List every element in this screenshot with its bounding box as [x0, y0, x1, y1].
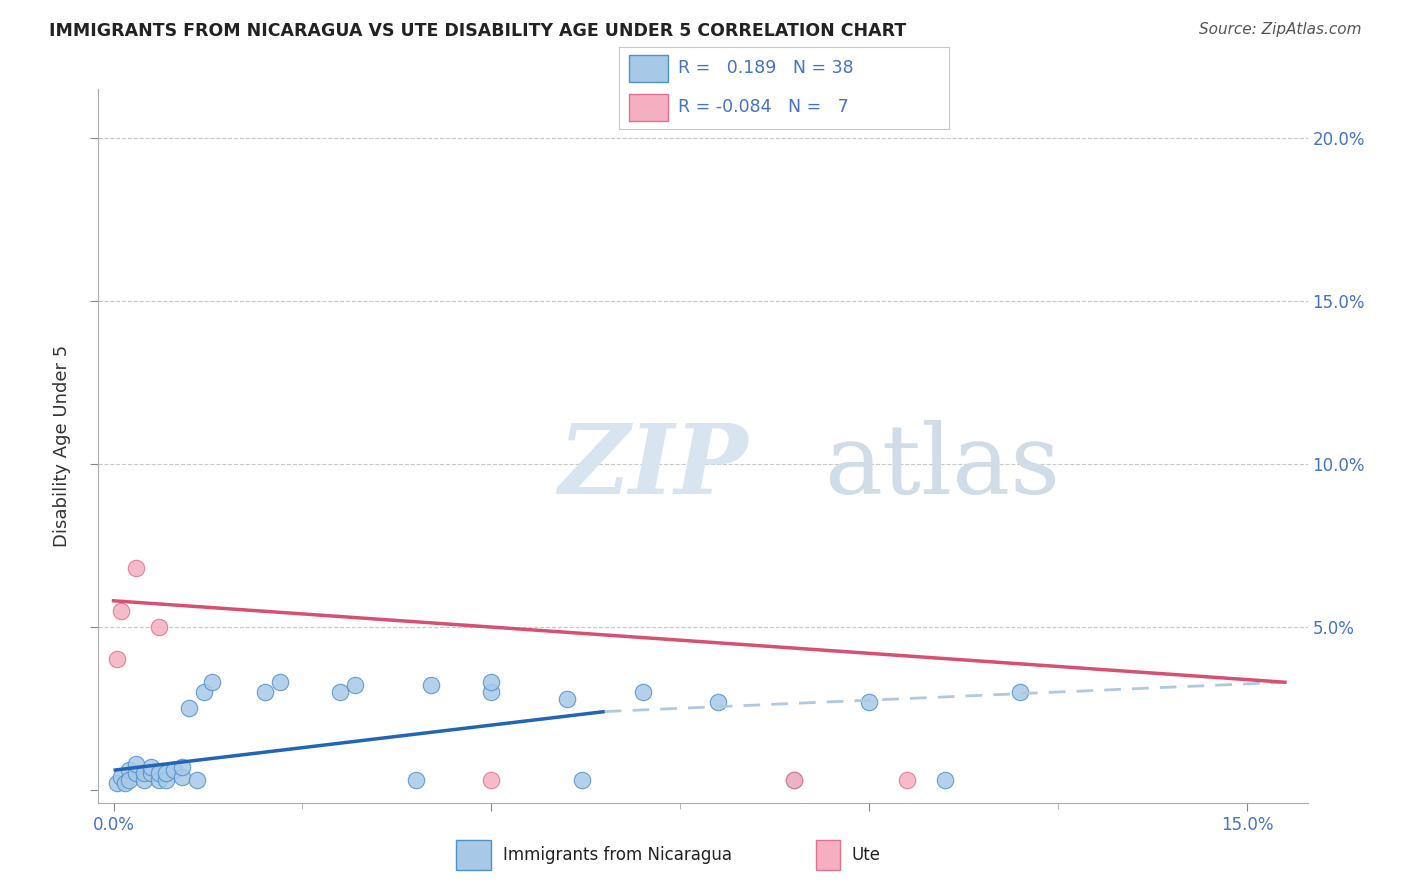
Point [110, 603, 132, 617]
Point [571, 772, 593, 787]
Point [163, 763, 186, 777]
Point [132, 772, 155, 787]
Text: R = -0.084   N =   7: R = -0.084 N = 7 [678, 98, 849, 116]
Text: atlas: atlas [824, 420, 1060, 515]
Text: Immigrants from Nicaragua: Immigrants from Nicaragua [503, 846, 733, 863]
Point [329, 685, 352, 699]
Point [132, 766, 155, 780]
Point [125, 756, 148, 771]
Point [481, 685, 503, 699]
Point [896, 772, 918, 787]
Point [253, 685, 276, 699]
Point [344, 678, 367, 692]
Point [141, 766, 163, 780]
Point [1010, 685, 1032, 699]
FancyBboxPatch shape [628, 94, 668, 121]
Text: Source: ZipAtlas.com: Source: ZipAtlas.com [1198, 22, 1361, 37]
Point [148, 620, 170, 634]
Point [155, 766, 177, 780]
Point [420, 678, 443, 692]
Point [141, 760, 163, 774]
Point [269, 675, 291, 690]
Point [125, 766, 148, 780]
Point [934, 772, 956, 787]
Point [481, 675, 503, 690]
Y-axis label: Disability Age Under 5: Disability Age Under 5 [53, 345, 72, 547]
Text: Ute: Ute [852, 846, 880, 863]
Text: IMMIGRANTS FROM NICARAGUA VS UTE DISABILITY AGE UNDER 5 CORRELATION CHART: IMMIGRANTS FROM NICARAGUA VS UTE DISABIL… [49, 22, 907, 40]
Text: ZIP: ZIP [558, 420, 748, 515]
Text: R =   0.189   N = 38: R = 0.189 N = 38 [678, 59, 853, 77]
FancyBboxPatch shape [456, 839, 491, 870]
Point [105, 776, 128, 790]
Point [782, 772, 804, 787]
Point [186, 772, 208, 787]
Point [170, 760, 193, 774]
Point [858, 695, 880, 709]
Point [118, 772, 141, 787]
Point [125, 561, 148, 575]
Point [481, 772, 503, 787]
Point [148, 766, 170, 780]
Point [782, 772, 804, 787]
Point [555, 691, 578, 706]
Point [170, 770, 193, 784]
Point [114, 776, 136, 790]
Point [201, 675, 224, 690]
Point [631, 685, 654, 699]
Point [405, 772, 427, 787]
FancyBboxPatch shape [628, 54, 668, 82]
Point [193, 685, 215, 699]
Point [707, 695, 730, 709]
Point [110, 770, 132, 784]
FancyBboxPatch shape [815, 839, 839, 870]
Point [179, 701, 201, 715]
Point [155, 772, 177, 787]
Point [118, 763, 141, 777]
Point [105, 652, 128, 666]
Point [148, 772, 170, 787]
